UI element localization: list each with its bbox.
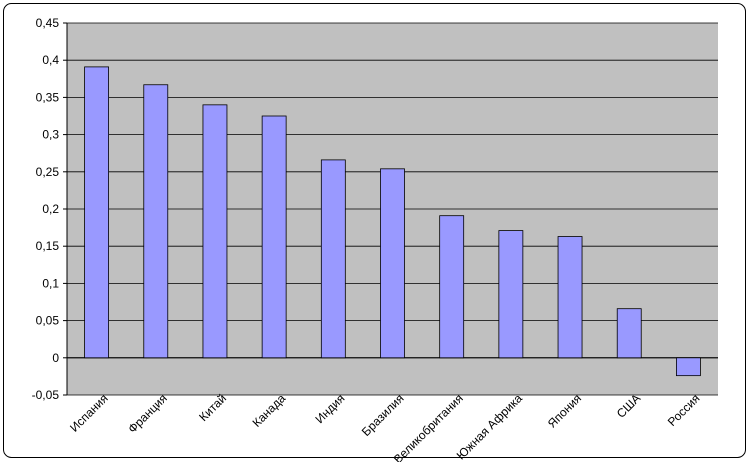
bar [143,84,169,359]
bar [676,357,701,377]
bar [498,230,524,359]
bar [380,168,405,359]
y-tick-label: 0,15 [36,239,60,253]
bar [557,236,583,359]
y-tick-label: 0,05 [36,314,60,328]
y-tick-label: 0 [52,351,59,365]
y-tick-label: 0,4 [42,53,59,67]
y-tick-label: -0,05 [32,388,60,402]
y-tick-label: 0,3 [42,128,59,142]
bar [261,115,287,359]
y-tick-label: 0,2 [42,202,59,216]
y-tick-label: 0,45 [36,16,60,30]
bar [320,159,346,359]
bar [439,215,465,359]
bars [84,66,701,377]
y-tick-label: 0,1 [42,276,59,290]
y-tick-label: 0,25 [36,165,60,179]
y-tick-label: 0,35 [36,90,60,104]
bar [202,104,228,359]
bar [84,66,109,359]
bar [616,308,642,359]
